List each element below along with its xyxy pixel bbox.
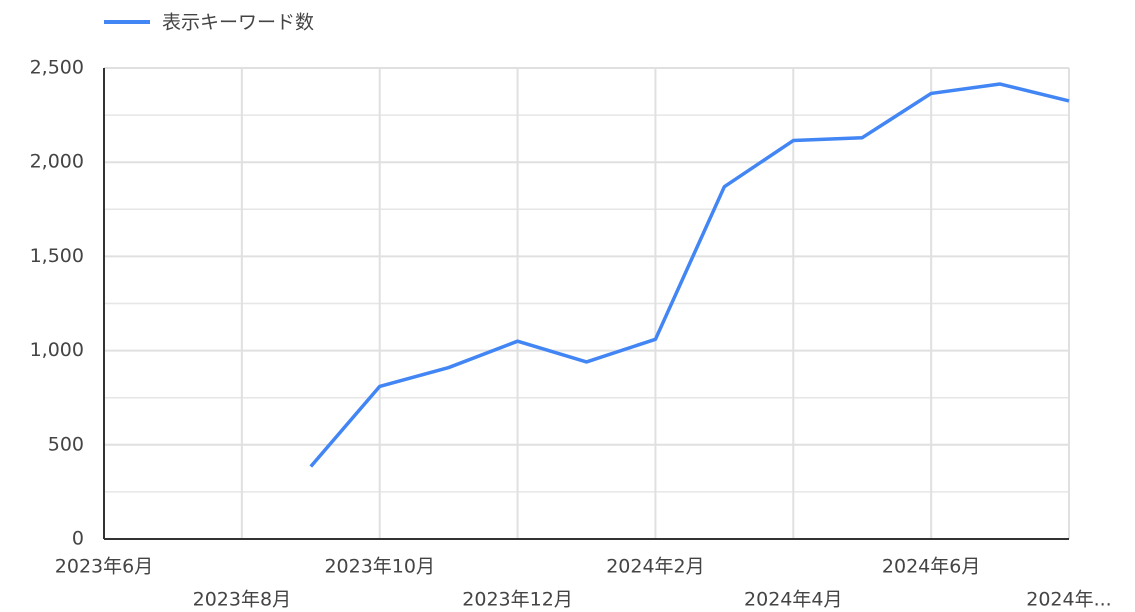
y-tick-label: 1,000 bbox=[30, 339, 84, 361]
x-tick-label: 2023年6月 bbox=[55, 556, 153, 578]
x-tick-label: 2024年6月 bbox=[882, 556, 980, 578]
x-tick-label: 2024年4月 bbox=[744, 589, 842, 611]
x-tick-label: 2024年2月 bbox=[606, 556, 704, 578]
legend-label: 表示キーワード数 bbox=[162, 12, 314, 34]
y-tick-label: 2,000 bbox=[30, 151, 84, 173]
x-tick-label: 2023年8月 bbox=[193, 589, 291, 611]
line-series bbox=[309, 82, 1070, 468]
y-tick-label: 2,500 bbox=[30, 57, 84, 79]
y-tick-label: 0 bbox=[72, 528, 84, 550]
y-tick-label: 500 bbox=[48, 433, 84, 455]
x-tick-label: 2024年... bbox=[1026, 589, 1111, 611]
x-tick-label: 2023年10月 bbox=[324, 556, 435, 578]
y-tick-label: 1,500 bbox=[30, 245, 84, 267]
x-tick-label: 2023年12月 bbox=[462, 589, 573, 611]
